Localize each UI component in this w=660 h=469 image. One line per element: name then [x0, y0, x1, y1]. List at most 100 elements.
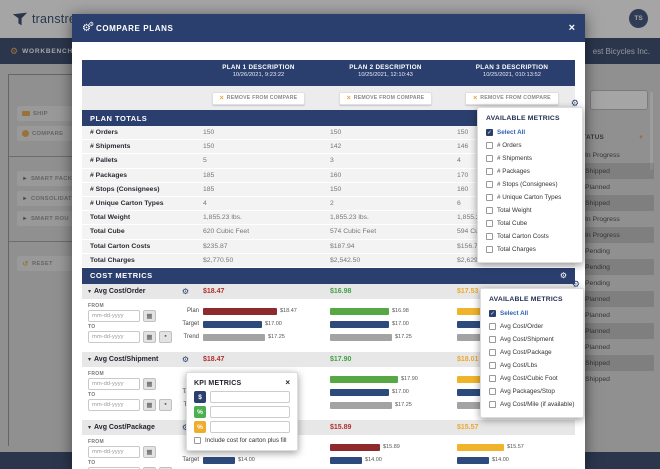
status-row: Planned — [585, 311, 610, 319]
bar-row-label: Target — [182, 321, 199, 328]
metric-gear-icon[interactable]: ⚙ — [181, 354, 189, 364]
sidebar-item-label: COMPARE — [32, 130, 64, 137]
calendar-icon[interactable]: ▦ — [143, 330, 156, 343]
from-date-input[interactable]: mm-dd-yyyy — [88, 377, 140, 390]
remove-from-compare-button[interactable]: × REMOVE FROM COMPARE — [211, 91, 306, 105]
nav-workbench[interactable]: ⚙ WORKBENCH — [10, 45, 73, 56]
checklist-item[interactable]: # Shipments — [486, 152, 574, 165]
totals-value: $235.87 — [203, 242, 228, 250]
totals-value: $2,542.50 — [330, 256, 361, 264]
popup-gear-icon[interactable]: ⚙ — [571, 279, 580, 289]
checklist-item[interactable]: Total Carton Costs — [486, 230, 574, 243]
metric-gear-icon[interactable]: ⚙ — [181, 286, 189, 296]
kpi-input-row: % — [194, 421, 290, 433]
to-date-input[interactable]: mm-dd-yyyy — [88, 398, 140, 411]
save-icon[interactable]: ▪ — [159, 330, 172, 343]
from-date-input[interactable]: mm-dd-yyyy — [88, 309, 140, 322]
checkbox-unchecked[interactable] — [486, 194, 493, 201]
remove-from-compare-button[interactable]: × REMOVE FROM COMPARE — [465, 91, 559, 105]
sidebar-item-ship[interactable]: SHIP — [17, 106, 72, 121]
metric-value: $18.01 — [457, 355, 479, 363]
checkbox-unchecked[interactable] — [489, 388, 496, 395]
calendar-icon[interactable]: ▦ — [143, 309, 156, 322]
calendar-icon[interactable]: ▦ — [143, 466, 156, 469]
collapse-caret-icon[interactable]: ▾ — [88, 288, 92, 295]
truck-icon — [22, 111, 30, 116]
calendar-icon[interactable]: ▦ — [143, 398, 156, 411]
checkbox-unchecked[interactable] — [486, 181, 493, 188]
checkbox-unchecked[interactable] — [486, 207, 493, 214]
sidebar-item-reset[interactable]: ↺ RESET — [17, 256, 72, 271]
checkbox-unchecked[interactable] — [489, 336, 496, 343]
table-row: # Stops (Consignees) 185 150 160 — [82, 182, 575, 197]
search-input[interactable] — [590, 90, 648, 110]
kpi-value-input[interactable] — [210, 391, 290, 403]
modal-close-button[interactable]: × — [568, 21, 575, 34]
checkbox-checked[interactable]: ✓ — [486, 129, 493, 136]
checkbox-unchecked[interactable] — [489, 349, 496, 356]
filter-icon[interactable]: ▼ — [638, 134, 644, 141]
user-avatar[interactable]: TS — [629, 9, 648, 28]
checkbox-unchecked[interactable] — [489, 375, 496, 382]
checkbox-unchecked[interactable] — [486, 155, 493, 162]
to-date-input[interactable]: mm-dd-yyyy — [88, 330, 140, 343]
kpi-checkbox-row[interactable]: Include cost for carton plus fill — [194, 437, 290, 444]
save-icon[interactable]: ▪ — [159, 398, 172, 411]
checklist-item[interactable]: Avg Cost/Package — [489, 346, 575, 359]
checklist-item[interactable]: # Unique Carton Types — [486, 191, 574, 204]
checklist-item-select-all[interactable]: ✓ Select All — [489, 307, 575, 320]
sidebar-item-smart-rou[interactable]: ▸ SMART ROU — [17, 211, 72, 226]
collapse-caret-icon[interactable]: ▾ — [88, 356, 92, 363]
checklist-item[interactable]: Avg Packages/Stop — [489, 385, 575, 398]
status-column-header[interactable]: STATUS ▼ — [578, 134, 644, 141]
status-rows: In Progress Shipped Planned Shipped In Progr… — [576, 147, 654, 387]
calendar-icon[interactable]: ▦ — [143, 445, 156, 458]
checkbox-unchecked[interactable] — [486, 233, 493, 240]
checklist-item[interactable]: Total Cube — [486, 217, 574, 230]
checklist-item[interactable]: # Stops (Consignees) — [486, 178, 574, 191]
calendar-icon[interactable]: ▦ — [143, 377, 156, 390]
checklist-item[interactable]: # Orders — [486, 139, 574, 152]
checkbox-unchecked[interactable] — [489, 323, 496, 330]
checkbox-checked[interactable]: ✓ — [489, 310, 496, 317]
checkbox-unchecked[interactable] — [489, 362, 496, 369]
checklist-item[interactable]: Avg Cost/Order — [489, 320, 575, 333]
checkbox-unchecked[interactable] — [486, 142, 493, 149]
kpi-close-button[interactable]: × — [285, 378, 290, 387]
checklist-item[interactable]: Avg Cost/Lbs — [489, 359, 575, 372]
checklist-item[interactable]: # Packages — [486, 165, 574, 178]
checkbox-unchecked[interactable] — [486, 220, 493, 227]
kpi-value-input[interactable] — [210, 406, 290, 418]
scrollbar[interactable] — [650, 92, 653, 170]
include-carton-checkbox[interactable] — [194, 437, 201, 444]
collapse-caret-icon[interactable]: ▾ — [88, 424, 92, 431]
checklist-label: Select All — [500, 310, 529, 317]
plan-timestamp: 10/26/2021, 9:23:22 — [232, 72, 285, 78]
checklist-item[interactable]: Avg Cost/Shipment — [489, 333, 575, 346]
kpi-value-input[interactable] — [210, 421, 290, 433]
sidebar-item-smart-pack[interactable]: ▸ SMART PACK — [17, 171, 72, 186]
sidebar-item-compare[interactable]: COMPARE — [17, 126, 72, 141]
checklist-item[interactable]: Total Weight — [486, 204, 574, 217]
totals-value: 185 — [203, 171, 215, 179]
checkbox-unchecked[interactable] — [486, 168, 493, 175]
checklist-item-select-all[interactable]: ✓ Select All — [486, 126, 574, 139]
save-icon[interactable]: ▪ — [159, 466, 172, 469]
bar-row: Trend $17.25 — [184, 333, 322, 342]
checklist-item[interactable]: Total Charges — [486, 243, 574, 256]
popup-gear-icon[interactable]: ⚙ — [570, 98, 579, 108]
checklist-item[interactable]: Avg Cost/Cubic Foot — [489, 372, 575, 385]
bar-red — [203, 307, 277, 315]
to-date-input[interactable]: mm-dd-yyyy — [88, 466, 140, 469]
checkbox-unchecked[interactable] — [486, 246, 493, 253]
metric-gear-icon[interactable]: ⚙ — [182, 423, 189, 432]
bar-value: $14.00 — [238, 457, 255, 464]
bar-navy — [203, 456, 235, 464]
sidebar-item-consolidat[interactable]: ▸ CONSOLIDAT — [17, 191, 72, 206]
bar-column: $15.89 $14.00 — [322, 436, 449, 469]
checklist-item[interactable]: Avg Cost/Mile (if available) — [489, 398, 575, 411]
checkbox-unchecked[interactable] — [489, 401, 496, 408]
remove-from-compare-button[interactable]: × REMOVE FROM COMPARE — [338, 91, 433, 105]
from-date-input[interactable]: mm-dd-yyyy — [88, 445, 140, 458]
cost-metrics-gear-icon[interactable]: ⚙ — [559, 271, 567, 281]
